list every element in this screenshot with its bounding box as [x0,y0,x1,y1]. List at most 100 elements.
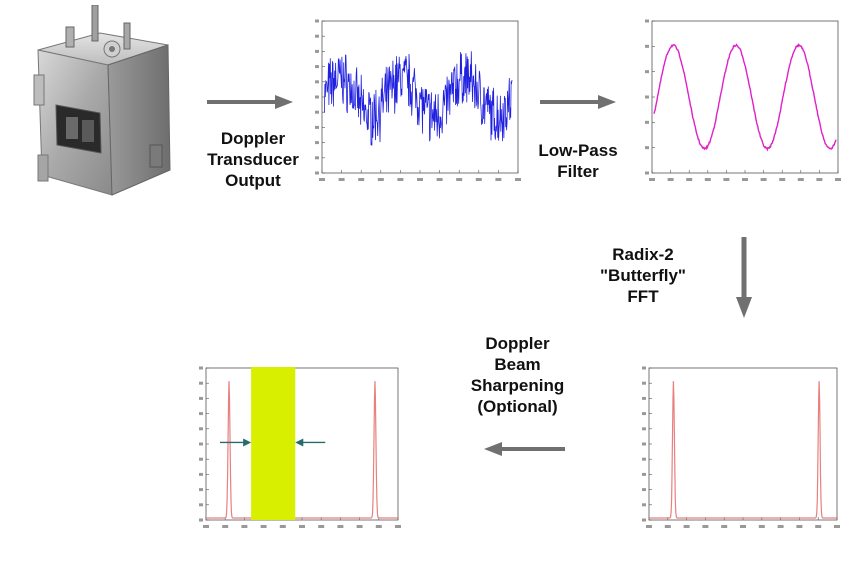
x-tick-label [375,525,382,528]
label-radix2-fft: Radix-2 "Butterfly" FFT [599,245,686,306]
label-low-pass-filter: Low-Pass Filter [538,141,618,181]
x-tick-label [760,178,767,181]
x-tick-label [495,178,502,181]
y-tick-label [642,488,646,492]
x-tick-label [742,178,748,181]
y-tick-label [199,442,203,446]
fft-spectrum-plot [642,366,840,528]
y-tick-label [315,80,319,84]
y-tick-label [315,171,319,175]
plot-frame [651,20,839,174]
y-tick-label [642,396,646,400]
arrow-right-2 [540,95,616,109]
y-tick-label [315,34,319,38]
y-tick-label [199,503,203,507]
y-tick-label [645,44,649,48]
spectrum-line [649,381,837,519]
x-tick-label [456,178,463,181]
y-tick-label [645,95,649,99]
noisy-signal-plot [315,19,521,181]
y-tick-label [199,396,203,400]
y-tick-label [642,442,646,446]
x-tick-label [417,178,423,181]
x-tick-label [667,178,674,181]
x-tick-label [740,525,746,528]
y-tick-label [642,472,646,476]
y-tick-label [199,381,203,385]
y-tick-label [199,457,203,461]
x-tick-label [515,178,521,181]
x-tick-label [835,178,841,181]
x-tick-label [318,525,325,528]
y-tick-label [642,503,646,507]
x-tick-label [834,525,840,528]
y-tick-label [199,488,203,492]
plot-frame [648,367,838,521]
x-tick-label [203,525,209,528]
x-tick-label [702,525,709,528]
x-tick-label [664,525,671,528]
doppler-transducer-image [33,5,171,196]
x-tick-label [395,525,401,528]
x-tick-label [436,178,443,181]
filtered-signal-plot [645,19,841,181]
x-tick-label [649,178,655,181]
x-tick-label [758,525,765,528]
y-tick-label [645,19,649,23]
noisy-signal-line [323,51,513,146]
x-tick-label [358,178,365,181]
x-tick-label [299,525,305,528]
x-tick-label [260,525,267,528]
x-tick-label [646,525,652,528]
x-tick-label [319,178,325,181]
x-tick-label [816,178,823,181]
y-tick-label [645,120,649,124]
y-tick-label [642,457,646,461]
x-tick-label [683,525,690,528]
arrow-left [484,442,565,456]
x-tick-label [777,525,784,528]
x-tick-label [779,178,786,181]
x-tick-label [222,525,229,528]
x-tick-label [241,525,248,528]
x-tick-label [704,178,711,181]
x-tick-label [797,178,804,181]
x-tick-label [475,178,482,181]
arrow-right-1 [207,95,293,109]
y-tick-label [315,141,319,145]
y-tick-label [642,427,646,431]
y-tick-label [199,366,203,370]
y-tick-label [199,412,203,416]
y-tick-label [315,49,319,53]
y-tick-label [199,427,203,431]
y-tick-label [199,518,203,522]
x-tick-label [397,178,404,181]
y-tick-label [315,125,319,129]
x-tick-label [723,178,730,181]
y-tick-label [315,95,319,99]
spectrum-line [206,381,398,519]
y-tick-label [645,70,649,74]
y-tick-label [199,472,203,476]
y-tick-label [315,110,319,114]
y-tick-label [642,518,646,522]
x-tick-label [377,178,384,181]
y-tick-label [642,381,646,385]
y-tick-label [315,19,319,23]
band-right-marker-arrow [295,438,326,447]
y-tick-label [642,412,646,416]
y-tick-label [645,171,649,175]
sharpening-band [251,367,296,520]
x-tick-label [721,525,728,528]
x-tick-label [338,178,345,181]
y-tick-label [642,366,646,370]
label-doppler-beam-sharpening: Doppler Beam Sharpening (Optional) [470,334,565,416]
x-tick-label [337,525,344,528]
sharpened-spectrum-plot [199,366,401,528]
x-tick-label [279,525,286,528]
filtered-signal-line [653,42,837,152]
y-tick-label [315,156,319,160]
arrow-down [736,237,752,318]
y-tick-label [645,146,649,150]
x-tick-label [796,525,803,528]
